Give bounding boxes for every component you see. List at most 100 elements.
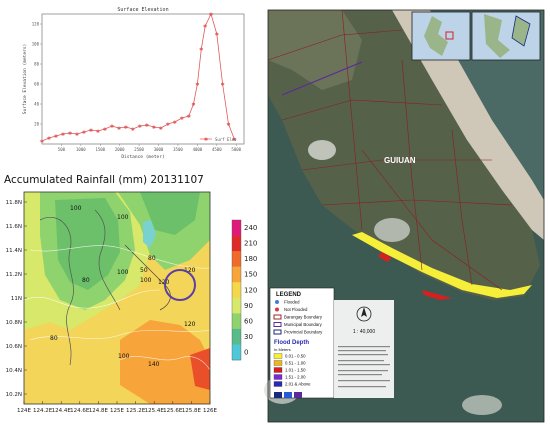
elev-point-8: ✱ [96,129,101,135]
rain-contour-labels: 100 100 80 50 120 100 80 120 100 80 100 … [50,205,196,368]
elev-point-26: ✱ [209,12,214,18]
rain-contour-1 [29,245,210,269]
depth-label-2: 1.01 - 1.50 [285,368,306,373]
rain-zone-darkgreen [55,198,120,290]
map-scale: 1 : 40,000 [353,329,375,335]
elev-point-29: ✱ [226,122,231,128]
rain-contour-2 [29,329,210,341]
rain-lat-ticks: 11.8N 11.6N 11.4N 11.2N 11N 10.8N 10.6N 10.4N 10… [6,200,27,398]
elev-point-22: ✱ [191,102,196,108]
cloud-4 [462,395,502,415]
rain-lat-label-7: 10.4N [6,368,22,374]
elev-point-20: ✱ [180,116,185,122]
notes-panel [334,340,394,398]
rain-contour-4 [119,356,210,371]
contour-label-6: 100 [117,269,129,276]
flood-depth-title: Flood Depth [274,340,309,346]
legend-title: LEGEND [276,292,302,298]
contour-label-8: 120 [158,279,170,286]
elev-point-11: ✱ [117,126,122,132]
elev-point-24: ✱ [199,47,204,53]
contour-label-7: 80 [82,277,90,284]
elev-xtick-label-1: 1000 [76,147,86,152]
rain-lon-ticks: 124E 124.2E 124.4E 124.6E 124.8E 125E 125.2E 12… [17,401,218,414]
logo-1 [274,392,282,398]
elev-point-21: ✱ [187,114,192,120]
colorbar-label-4: 120 [244,286,257,294]
elev-ytick-label-3: 80 [34,62,39,67]
rain-lat-label-0: 11.8N [6,200,22,206]
colorbar-label-5: 90 [244,302,253,310]
legend-label-3: Municipal Boundary [284,322,323,327]
rain-lon-label-9: 125.8E [182,408,202,414]
elev-xtick-label-4: 2500 [134,147,144,152]
legend-label-4: Provincial Boundary [284,330,323,335]
notes-text-lines [338,346,390,388]
elev-xtick-label-7: 4000 [193,147,203,152]
contour-label-4: 50 [140,267,148,274]
rain-coastline-2 [94,209,121,311]
rain-lat-label-1: 11.6N [6,224,22,230]
flood-depth-items: 0.01 - 0.50 0.51 - 1.00 1.01 - 1.50 1.51 - … [273,353,311,387]
depth-swatch-1 [273,360,283,366]
elevation-legend: ✱ Surf Elev [200,137,237,143]
elev-xtick-label-0: 500 [58,147,66,152]
place-label-guiuan: GUIUAN [384,156,416,165]
colorbar-segment-3 [232,266,241,283]
legend-panel [269,287,335,399]
colorbar-segment-8 [232,344,241,361]
elev-xtick-label-9: 5000 [231,147,241,152]
contour-label-5: 120 [184,267,196,274]
inset-land-3 [511,15,531,47]
rain-zone-orange [120,320,210,404]
colorbar-label-1: 210 [244,240,257,248]
elev-ytick-label-2: 60 [34,82,39,87]
elev-xtick-label-6: 3500 [173,147,183,152]
elev-point-7: ✱ [89,128,94,134]
colorbar-label-7: 30 [244,333,253,341]
elev-point-3: ✱ [61,132,66,138]
rainfall-map: 100 100 80 50 120 100 80 120 100 80 100 … [0,190,258,425]
rain-lat-label-3: 11.2N [6,272,22,278]
contour-label-9: 100 [140,277,152,284]
rain-contour-3 [24,289,161,309]
colorbar-label-2: 180 [244,255,257,263]
elev-point-18: ✱ [166,122,171,128]
colorbar-segment-7 [232,328,241,345]
depth-label-3: 1.51 - 2.00 [285,375,306,380]
colorbar-segment-6 [232,313,241,330]
elev-series-line-0 [41,12,235,142]
depth-swatch-3 [273,374,283,380]
elev-point-25: ✱ [203,24,208,30]
legend-symbol-1 [275,307,279,312]
elev-point-14: ✱ [138,124,143,130]
rain-lon-label-6: 125.2E [126,408,146,414]
colorbar-segment-1 [232,235,241,252]
legend-logos [274,392,302,398]
elevation-series: ✱ ✱ ✱ ✱ ✱ ✱ ✱ ✱ ✱ ✱ ✱ ✱ ✱ ✱ ✱ ✱ ✱ ✱✱ ✱✱ ✱✱✱✱✱✱✱✱✱✱ [40,12,237,145]
elev-ytick-label-4: 100 [32,42,40,47]
contour-label-12: 120 [184,321,196,328]
elev-xtick-label-8: 4500 [212,147,222,152]
colorbar-label-3: 150 [244,271,257,279]
rain-lon-label-0: 124E [17,408,31,414]
flood-band-yellow [352,232,532,298]
flood-map-svg: GUIUAN LEGEND Flooded Not Flooded Barangay… [262,0,550,425]
elev-point-16: ✱ [152,125,157,131]
colorbar-segment-2 [232,251,241,267]
flood-map-frame [267,9,545,423]
rain-lat-label-5: 10.8N [6,320,22,326]
contour-label-10: 80 [50,335,58,342]
rain-zone-red [190,348,210,390]
legend-symbol-3 [273,322,282,327]
elevation-chart-title: Surface Elevation [117,7,168,13]
elev-point-1: ✱ [47,136,52,142]
elev-xtick-label-3: 2000 [115,147,125,152]
flood-depth-units: In Meters [274,347,291,352]
depth-label-0: 0.01 - 0.50 [285,354,306,359]
elevation-background [0,0,256,170]
legend-marker-surf-elev: ✱ [204,137,209,143]
legend-label-2: Barangay Boundary [284,315,323,320]
elev-xtick-label-2: 1500 [95,147,105,152]
contour-label-1: 100 [70,205,82,212]
